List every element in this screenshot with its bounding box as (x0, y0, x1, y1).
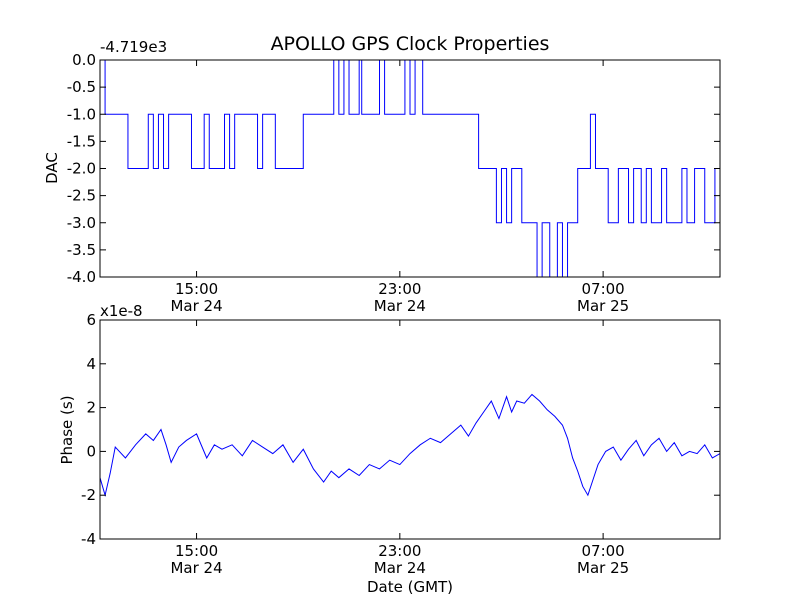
dac-ytick-label: -2.5 (67, 187, 96, 205)
dac-ytick-label: -4.0 (67, 268, 96, 286)
dac-ytick-label: -2.0 (67, 160, 96, 178)
dac-offset-label: -4.719e3 (100, 38, 167, 56)
phase-ytick-label: -4 (81, 530, 96, 548)
phase-y-axis-label: Phase (s) (58, 395, 76, 464)
dac-ytick-label: -1.5 (67, 132, 96, 150)
dac-xtick-time-label: 15:00 (175, 280, 218, 298)
phase-xtick-date-label: Mar 24 (170, 559, 222, 577)
phase-xtick-time-label: 15:00 (175, 542, 218, 560)
dac-ytick-label: -3.5 (67, 241, 96, 259)
phase-ytick-label: 2 (86, 399, 96, 417)
dac-xtick-date-label: Mar 25 (577, 297, 629, 315)
dac-ticks-layer: 0.0 -0.5 -1.0 -1.5 -2.0 -2.5 -3.0 -3.5 -4.0 15:00… (67, 51, 720, 315)
phase-ytick-label: -2 (81, 486, 96, 504)
dac-xtick-date-label: Mar 24 (374, 297, 426, 315)
dac-axes: 0.0 -0.5 -1.0 -1.5 -2.0 -2.5 -3.0 -3.5 -4.0 15:00… (43, 38, 721, 315)
phase-series-line-0 (100, 393, 720, 498)
dac-ytick-label: -1.0 (67, 105, 96, 123)
dac-xtick-time-label: 23:00 (378, 280, 421, 298)
dac-data-layer (100, 60, 720, 277)
dac-series-line-0 (100, 60, 720, 277)
dac-xtick-date-label: Mar 24 (170, 297, 222, 315)
dac-ytick-label: -0.5 (67, 78, 96, 96)
phase-xtick-time-label: 07:00 (581, 542, 624, 560)
phase-ytick-label: 0 (86, 442, 96, 460)
phase-ytick-label: 4 (86, 355, 96, 373)
dac-ytick-label: 0.0 (72, 51, 96, 69)
figure-title: APOLLO GPS Clock Properties (271, 33, 550, 55)
phase-data-layer (100, 393, 720, 498)
phase-xtick-date-label: Mar 25 (577, 559, 629, 577)
phase-xtick-time-label: 23:00 (378, 542, 421, 560)
dac-ytick-label: -3.0 (67, 214, 96, 232)
phase-offset-label: x1e-8 (100, 302, 143, 320)
phase-ytick-label: 6 (86, 311, 96, 329)
phase-x-axis-label: Date (GMT) (367, 578, 453, 596)
dac-xtick-time-label: 07:00 (581, 280, 624, 298)
phase-plot-frame (99, 319, 721, 540)
dac-y-axis-label: DAC (43, 152, 61, 184)
phase-xtick-date-label: Mar 24 (374, 559, 426, 577)
